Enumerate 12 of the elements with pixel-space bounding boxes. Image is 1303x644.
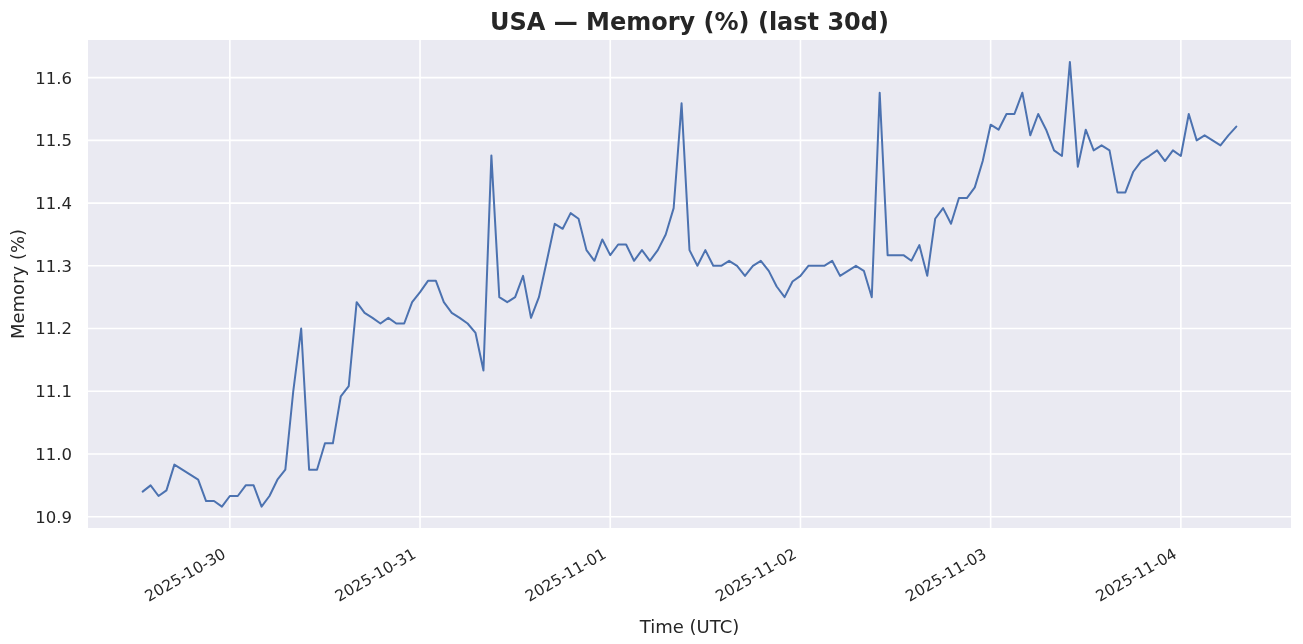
- y-tick-label: 11.6: [35, 68, 72, 88]
- line-series: [141, 60, 1238, 508]
- y-tick-label: 11.4: [35, 194, 72, 214]
- x-axis-title: Time (UTC): [638, 616, 740, 637]
- y-tick-label: 11.3: [35, 256, 72, 276]
- chart-title: USA — Memory (%) (last 30d): [490, 8, 889, 36]
- y-tick-label: 10.9: [35, 507, 72, 527]
- y-tick-label: 11.5: [35, 131, 72, 151]
- y-axis-title: Memory (%): [7, 228, 28, 340]
- y-tick-label: 11.1: [35, 382, 72, 402]
- y-tick-label: 11.2: [35, 319, 72, 339]
- y-tick-label: 11.0: [35, 444, 72, 464]
